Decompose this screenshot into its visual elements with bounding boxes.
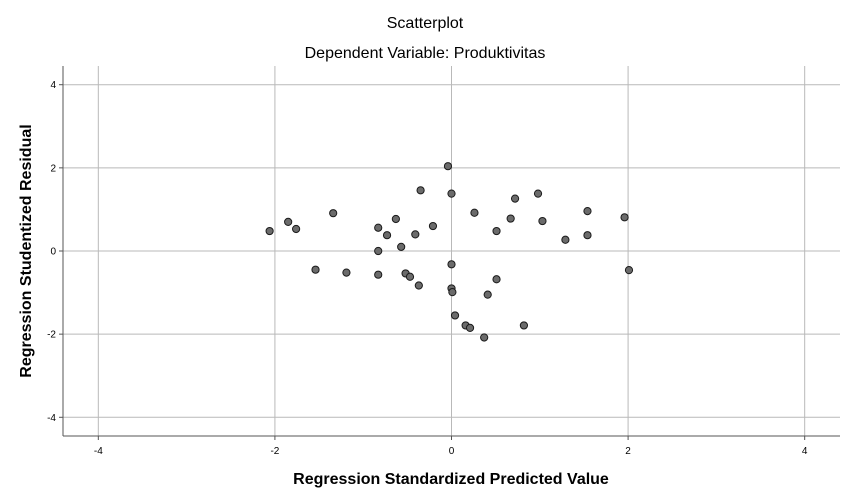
data-point bbox=[414, 281, 423, 290]
data-point bbox=[311, 265, 320, 274]
data-point bbox=[480, 333, 489, 342]
data-point bbox=[374, 246, 383, 256]
data-point bbox=[583, 231, 592, 240]
data-point bbox=[510, 194, 520, 203]
data-point bbox=[411, 230, 420, 239]
data-point bbox=[519, 321, 529, 330]
chart-title: Scatterplot bbox=[387, 15, 464, 32]
data-point bbox=[447, 189, 456, 198]
data-point bbox=[342, 268, 351, 277]
data-point bbox=[284, 217, 293, 226]
data-point bbox=[561, 235, 570, 244]
data-point bbox=[391, 214, 400, 224]
data-point bbox=[538, 216, 547, 226]
y-tick-label: -2 bbox=[47, 330, 56, 341]
data-point bbox=[428, 221, 438, 231]
data-point bbox=[374, 223, 383, 232]
data-point bbox=[450, 311, 460, 320]
y-tick-label: 4 bbox=[50, 80, 56, 91]
y-tick-label: -4 bbox=[47, 413, 56, 424]
data-point bbox=[448, 288, 457, 297]
x-tick-label: 0 bbox=[449, 446, 455, 457]
plot-axes bbox=[59, 66, 840, 440]
data-points bbox=[265, 162, 634, 342]
y-axis-title: Regression Studentized Residual bbox=[18, 124, 35, 377]
data-point bbox=[416, 186, 425, 195]
chart-subtitle: Dependent Variable: Produktivitas bbox=[305, 45, 546, 62]
data-point bbox=[265, 226, 274, 236]
data-point bbox=[374, 270, 383, 279]
data-point bbox=[397, 242, 406, 251]
data-point bbox=[447, 260, 456, 269]
grid-lines bbox=[63, 66, 840, 436]
y-tick-label: 0 bbox=[50, 247, 56, 258]
x-tick-label: 4 bbox=[802, 446, 808, 457]
data-point bbox=[620, 213, 629, 222]
data-point bbox=[483, 290, 492, 299]
y-tick-label: 2 bbox=[50, 163, 56, 174]
data-point bbox=[382, 231, 392, 240]
data-point bbox=[583, 206, 592, 216]
x-tick-label: -4 bbox=[94, 446, 103, 457]
data-point bbox=[492, 226, 501, 236]
data-point bbox=[470, 208, 479, 217]
data-point bbox=[443, 162, 453, 171]
tick-labels: -4 -2 0 2 4 4 2 0 -2 -4 bbox=[47, 80, 808, 457]
x-axis-title: Regression Standardized Predicted Value bbox=[293, 471, 609, 488]
data-point bbox=[624, 266, 634, 275]
x-tick-label: -2 bbox=[270, 446, 279, 457]
data-point bbox=[492, 275, 501, 284]
data-point bbox=[465, 323, 475, 333]
data-point bbox=[533, 189, 543, 198]
data-point bbox=[329, 209, 338, 218]
data-point bbox=[405, 272, 415, 281]
x-tick-label: 2 bbox=[625, 446, 631, 457]
data-point bbox=[506, 214, 515, 223]
data-point bbox=[292, 224, 301, 234]
